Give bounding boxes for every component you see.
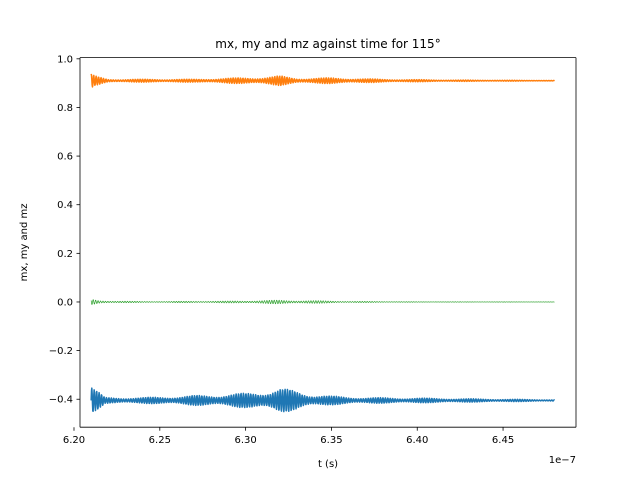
y-tick-label: −0.2 bbox=[49, 346, 73, 357]
y-tick-label: 0.6 bbox=[57, 152, 73, 163]
series-line-2 bbox=[90, 73, 555, 88]
y-tick-label: 0.8 bbox=[57, 103, 73, 114]
x-tick-label: 6.25 bbox=[149, 435, 171, 446]
x-axis-ticks: 6.20 6.25 6.30 6.35 6.40 6.45 bbox=[63, 427, 514, 446]
series-line-3 bbox=[90, 299, 555, 305]
x-tick-label: 6.20 bbox=[63, 435, 85, 446]
x-tick-label: 6.35 bbox=[320, 435, 342, 446]
y-axis-ticks: −0.4 −0.2 0.0 0.2 0.4 0.6 0.8 1.0 bbox=[49, 54, 80, 406]
y-tick-label: 0.0 bbox=[57, 297, 73, 308]
y-tick-label: 0.2 bbox=[57, 249, 73, 260]
series-layer bbox=[90, 73, 555, 413]
y-axis-label: mx, my and mz bbox=[19, 203, 30, 281]
series-line-1 bbox=[90, 387, 555, 413]
x-tick-label: 6.40 bbox=[406, 435, 428, 446]
x-tick-label: 6.30 bbox=[234, 435, 256, 446]
y-tick-label: 0.4 bbox=[57, 200, 73, 211]
x-axis-label: t (s) bbox=[318, 459, 338, 470]
plot-area bbox=[80, 57, 576, 428]
y-tick-label: −0.4 bbox=[49, 395, 73, 406]
axes-frame bbox=[79, 57, 577, 428]
chart-title: mx, my and mz against time for 115° bbox=[215, 37, 440, 51]
x-axis-offset-label: 1e−7 bbox=[549, 455, 576, 466]
y-tick-label: 1.0 bbox=[57, 54, 73, 65]
x-tick-label: 6.45 bbox=[492, 435, 514, 446]
